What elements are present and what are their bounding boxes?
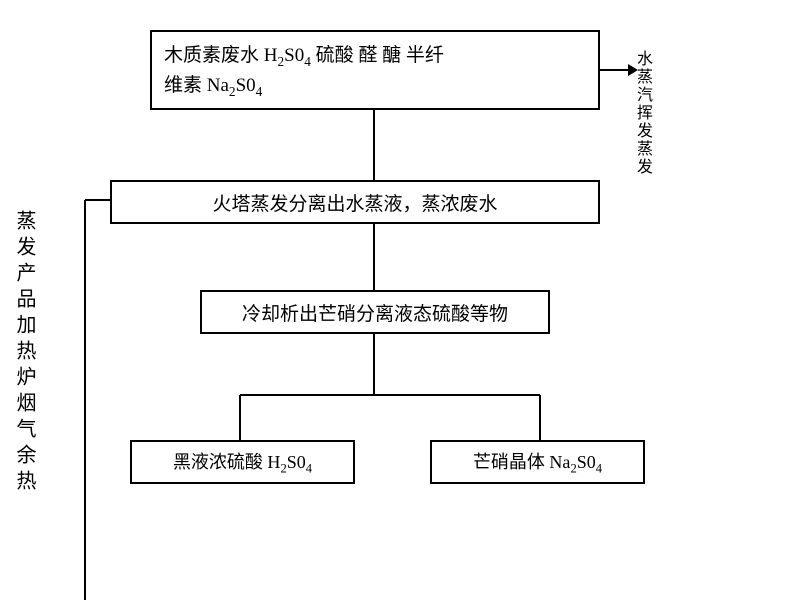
feed-line2: 维素 Na2S04 bbox=[164, 70, 444, 100]
connector-line bbox=[539, 395, 541, 440]
feed-line1: 木质素废水 H2S04 硫酸 醛 醣 半纤 bbox=[164, 40, 444, 70]
arrow-icon bbox=[628, 64, 638, 76]
black-liquor-box: 黑液浓硫酸 H2S04 bbox=[130, 440, 355, 484]
connector-line bbox=[373, 334, 375, 395]
connector-line bbox=[85, 199, 110, 201]
connector-line bbox=[84, 200, 86, 600]
black-liquor-text: 黑液浓硫酸 H2S04 bbox=[173, 448, 312, 477]
connector-line bbox=[373, 110, 375, 180]
tower-text: 火塔蒸发分离出水蒸液，蒸浓废水 bbox=[212, 189, 497, 216]
left-vertical-label: 蒸发产品加热炉烟气余热 bbox=[10, 210, 39, 496]
connector-line bbox=[373, 224, 375, 290]
connector-line bbox=[600, 69, 628, 71]
connector-line bbox=[240, 394, 540, 396]
cool-box: 冷却析出芒硝分离液态硫酸等物 bbox=[200, 290, 550, 334]
tower-box: 火塔蒸发分离出水蒸液，蒸浓废水 bbox=[110, 180, 600, 224]
feed-box: 木质素废水 H2S04 硫酸 醛 醣 半纤 维素 Na2S04 bbox=[150, 30, 600, 110]
connector-line bbox=[239, 395, 241, 440]
mirabilite-box: 芒硝晶体 Na2S04 bbox=[430, 440, 645, 484]
mirabilite-text: 芒硝晶体 Na2S04 bbox=[473, 448, 602, 477]
cool-text: 冷却析出芒硝分离液态硫酸等物 bbox=[242, 299, 508, 326]
